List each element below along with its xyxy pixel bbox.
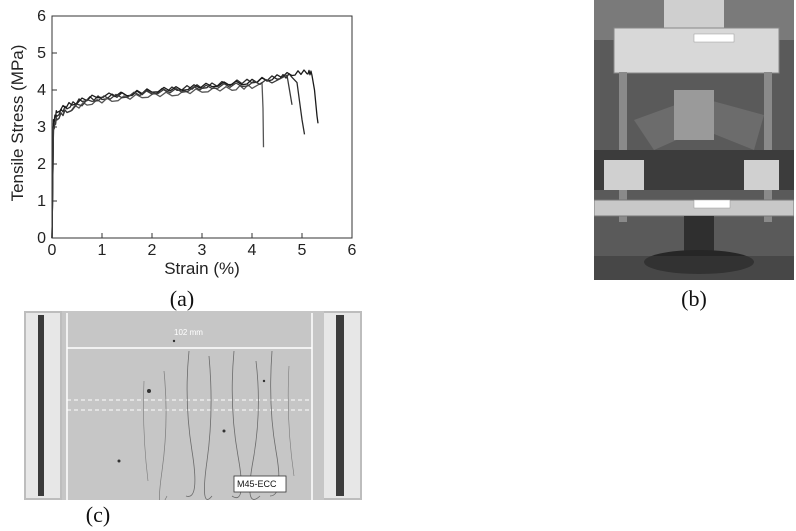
x-tick-label: 6 (348, 242, 357, 259)
x-tick-label: 2 (148, 242, 157, 259)
caption-a: (a) (169, 286, 195, 311)
test-setup-photo (594, 0, 794, 280)
y-axis-title: Tensile Stress (MPa) (8, 45, 27, 202)
series-group (51, 69, 319, 239)
y-tick-label: 5 (37, 45, 46, 62)
ticks-group: 0 1 2 3 4 5 6 0 1 2 3 4 5 6 (37, 8, 356, 259)
test-setup-illustration (594, 0, 794, 280)
series-line-3 (51, 69, 319, 239)
specimen-illustration (24, 311, 362, 500)
x-tick-label: 1 (98, 242, 107, 259)
x-axis-title: Strain (%) (164, 259, 240, 278)
specimen-photo: 102 mm M45-ECC (24, 311, 362, 500)
y-tick-label: 6 (37, 8, 46, 25)
series-line-4 (51, 74, 293, 239)
caption-c: (c) (85, 502, 111, 527)
plot-area (51, 15, 353, 239)
dimension-label: 102 mm (174, 328, 203, 337)
x-tick-label: 3 (198, 242, 207, 259)
x-tick-label: 5 (298, 242, 307, 259)
y-tick-label: 4 (37, 82, 46, 99)
stress-strain-chart: 0 1 2 3 4 5 6 0 1 2 3 4 5 6 Strain (%) Tensile Stress… (8, 8, 357, 278)
y-tick-label: 2 (37, 156, 46, 173)
caption-b: (b) (681, 286, 707, 311)
y-tick-label: 3 (37, 119, 46, 136)
x-tick-label: 4 (248, 242, 257, 259)
plot-frame (51, 15, 353, 239)
y-tick-label: 0 (37, 230, 46, 247)
x-tick-label: 0 (48, 242, 57, 259)
specimen-label: M45-ECC (237, 479, 277, 489)
y-tick-label: 1 (37, 193, 46, 210)
